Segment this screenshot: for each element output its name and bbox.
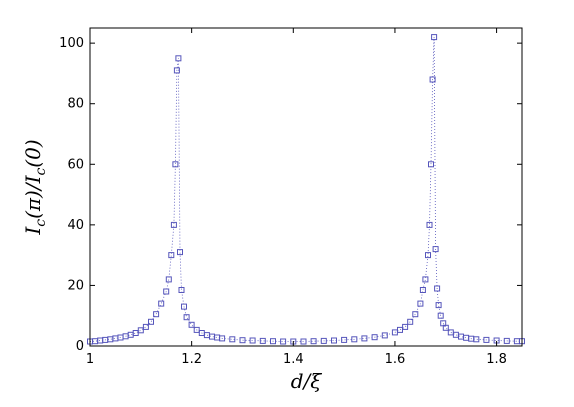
y-tick-label: 60 — [67, 157, 84, 172]
data-point — [188, 321, 195, 328]
data-markers — [87, 34, 525, 345]
y-tick-label: 20 — [67, 278, 84, 293]
y-tick-label: 0 — [76, 339, 84, 354]
data-point — [165, 276, 172, 283]
data-point — [173, 67, 180, 74]
data-point — [371, 334, 378, 341]
data-point — [137, 327, 144, 334]
data-point — [341, 336, 348, 343]
data-point — [172, 161, 179, 168]
data-point — [181, 303, 187, 310]
data-point — [270, 338, 276, 345]
series-line — [89, 37, 522, 342]
plot-frame — [89, 27, 523, 347]
x-tick-label: 1.4 — [283, 352, 304, 367]
data-point — [300, 338, 307, 345]
data-point — [412, 311, 419, 318]
data-point — [280, 338, 287, 345]
data-point — [381, 332, 388, 339]
y-axis-label-part: (π)/I — [21, 174, 45, 218]
data-point — [417, 300, 424, 307]
data-point — [331, 337, 337, 344]
data-point — [422, 276, 429, 283]
data-point — [259, 337, 266, 344]
data-point — [434, 285, 441, 292]
data-point — [193, 326, 200, 333]
data-point — [437, 312, 444, 319]
data-point — [177, 249, 183, 256]
plot-area — [90, 28, 522, 346]
data-point — [361, 335, 368, 342]
data-point — [483, 336, 490, 343]
data-point — [442, 324, 449, 331]
data-point — [249, 337, 256, 344]
x-tick-label: 1 — [86, 352, 94, 367]
y-axis-label-part: (0) — [21, 139, 45, 167]
data-point — [435, 302, 442, 309]
x-axis-label: d/ξ — [291, 369, 323, 393]
data-point — [142, 323, 149, 330]
data-point — [310, 338, 317, 345]
x-tick-label: 1.6 — [385, 352, 406, 367]
data-point — [239, 337, 246, 344]
data-point — [428, 161, 434, 168]
y-axis-label-part: c — [33, 168, 49, 176]
data-point — [503, 337, 510, 344]
data-point — [163, 288, 170, 295]
y-tick-label: 80 — [67, 97, 84, 112]
data-point — [148, 318, 154, 325]
data-point — [426, 221, 433, 228]
data-point — [320, 337, 327, 344]
data-point — [473, 336, 480, 343]
data-point — [168, 252, 175, 259]
data-point — [425, 252, 431, 259]
data-point — [407, 318, 414, 325]
data-point — [153, 311, 160, 318]
data-point — [170, 221, 177, 228]
data-point — [351, 336, 358, 343]
data-point — [219, 335, 226, 342]
y-tick-label: 40 — [67, 218, 84, 233]
x-tick-label: 1.8 — [486, 352, 507, 367]
y-axis-label: Ic(π)/Ic(0) — [21, 139, 49, 235]
data-point — [229, 336, 236, 343]
y-axis-label-part: c — [33, 219, 49, 227]
data-point — [402, 323, 409, 330]
data-point — [432, 246, 439, 253]
y-tick-label: 100 — [59, 36, 84, 51]
data-point — [431, 34, 438, 41]
data-point — [158, 300, 165, 307]
data-point — [419, 287, 426, 293]
data-point — [178, 287, 185, 293]
x-tick-label: 1.2 — [181, 352, 202, 367]
data-point — [429, 76, 436, 83]
data-point — [183, 314, 190, 321]
y-axis-label-part: I — [21, 226, 45, 236]
data-point — [175, 55, 182, 62]
